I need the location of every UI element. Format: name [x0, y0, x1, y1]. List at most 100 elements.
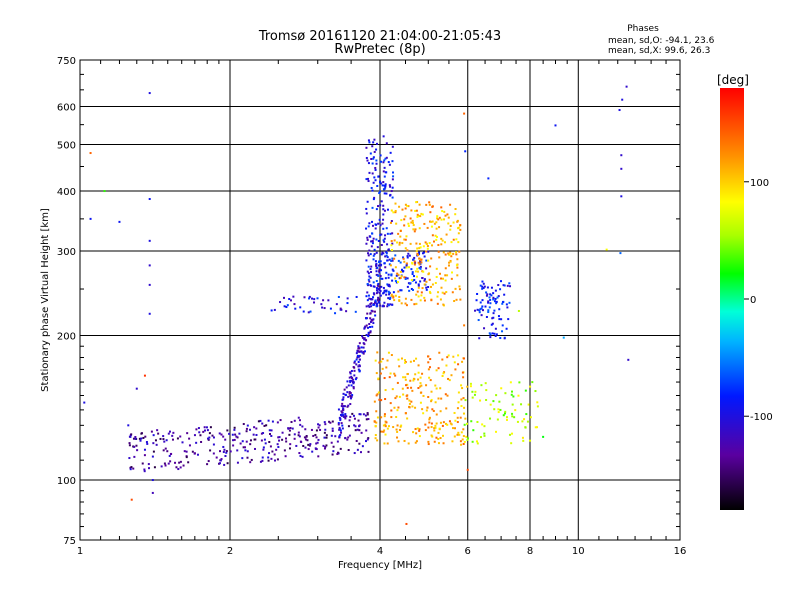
data-point	[375, 263, 378, 266]
data-point	[415, 201, 418, 204]
data-point	[419, 299, 422, 302]
data-point	[250, 458, 253, 461]
data-point	[378, 264, 381, 267]
data-point	[385, 293, 388, 296]
data-point	[382, 305, 385, 308]
data-point	[344, 413, 347, 416]
data-point	[509, 285, 512, 288]
data-point	[453, 411, 456, 414]
data-point	[418, 247, 421, 250]
data-point	[425, 242, 428, 245]
data-point	[434, 384, 437, 387]
data-point	[424, 241, 427, 244]
data-point	[431, 234, 434, 237]
y-axis-label: Stationary phase Virtual Height [km]	[40, 208, 51, 392]
data-point	[466, 468, 469, 471]
data-point	[133, 445, 136, 448]
data-point	[495, 394, 498, 397]
data-point	[356, 350, 359, 353]
data-point	[339, 419, 342, 422]
data-point	[342, 409, 345, 412]
data-point	[389, 232, 392, 235]
data-point	[379, 234, 382, 237]
data-point	[342, 415, 345, 418]
data-point	[428, 201, 431, 204]
y-tick-label: 75	[63, 536, 76, 547]
data-point	[442, 251, 445, 254]
data-point	[450, 423, 453, 426]
data-point	[397, 290, 400, 293]
data-point	[365, 242, 368, 245]
data-point	[391, 257, 394, 260]
data-point	[347, 436, 350, 439]
data-point	[500, 387, 503, 390]
data-point	[412, 258, 415, 261]
data-point	[414, 441, 417, 444]
data-point	[281, 431, 284, 434]
data-point	[459, 416, 462, 419]
data-point	[363, 350, 366, 353]
data-point	[394, 397, 397, 400]
data-point	[288, 447, 291, 450]
data-point	[495, 333, 498, 336]
data-point	[458, 250, 461, 253]
data-point	[178, 461, 181, 464]
data-point	[375, 273, 378, 276]
data-point	[365, 146, 368, 149]
data-point	[416, 427, 419, 430]
data-point	[381, 251, 384, 254]
data-point	[130, 498, 133, 501]
data-point	[383, 237, 386, 240]
data-point	[291, 427, 294, 430]
data-point	[435, 275, 438, 278]
data-point	[241, 457, 244, 460]
data-point	[456, 266, 459, 269]
data-point	[452, 252, 455, 255]
data-point	[262, 446, 265, 449]
data-point	[448, 379, 451, 382]
data-point	[278, 439, 281, 442]
data-point	[485, 315, 488, 318]
data-point	[276, 458, 279, 461]
data-point	[620, 154, 623, 157]
data-point	[478, 337, 481, 340]
data-point	[497, 295, 500, 298]
data-point	[386, 303, 389, 306]
data-point	[395, 222, 398, 225]
data-point	[349, 415, 352, 418]
data-point	[385, 290, 388, 293]
data-point	[392, 269, 395, 272]
data-point	[441, 291, 444, 294]
data-point	[391, 232, 394, 235]
data-point	[382, 424, 385, 427]
data-point	[461, 371, 464, 374]
data-point	[376, 184, 379, 187]
data-point	[414, 373, 417, 376]
data-point	[504, 410, 507, 413]
data-point	[208, 436, 211, 439]
data-point	[363, 343, 366, 346]
data-point	[418, 253, 421, 256]
data-point	[302, 310, 305, 313]
data-points	[83, 85, 630, 525]
data-point	[446, 394, 449, 397]
data-point	[479, 399, 482, 402]
data-point	[371, 325, 374, 328]
data-point	[379, 274, 382, 277]
data-point	[427, 259, 430, 262]
data-point	[348, 419, 351, 422]
data-point	[224, 455, 227, 458]
data-point	[399, 277, 402, 280]
data-point	[403, 266, 406, 269]
data-point	[450, 374, 453, 377]
data-point	[366, 411, 369, 414]
data-point	[387, 425, 390, 428]
data-point	[474, 390, 477, 393]
data-point	[133, 455, 136, 458]
data-point	[350, 375, 353, 378]
data-point	[404, 207, 407, 210]
data-point	[410, 287, 413, 290]
colorbar-tick-label: 0	[750, 295, 756, 306]
data-point	[507, 318, 510, 321]
